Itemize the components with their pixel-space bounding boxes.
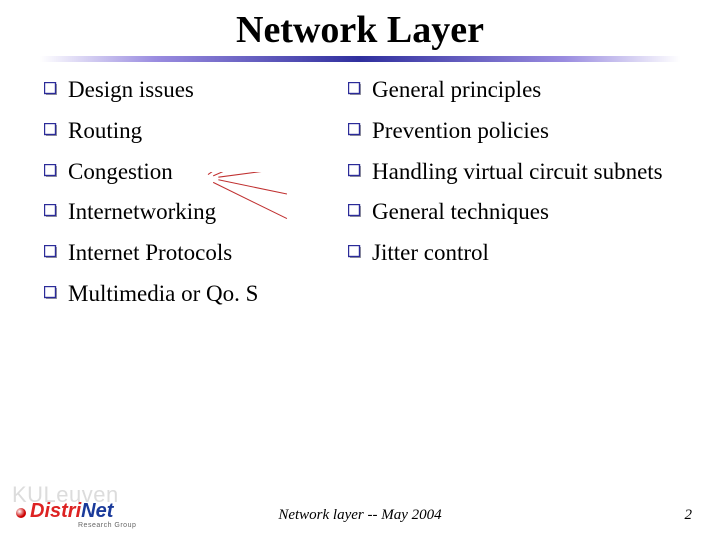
list-item-label: Internet Protocols [68, 239, 232, 268]
list-item-label: General principles [372, 76, 541, 105]
slide: Network Layer Design issues Routing Cong… [0, 0, 720, 540]
list-item-label: Handling virtual circuit subnets [372, 158, 663, 187]
list-item: General principles [348, 76, 708, 105]
list-item: Multimedia or Qo. S [44, 280, 334, 309]
square-bullet-icon [44, 123, 58, 137]
square-bullet-icon [44, 204, 58, 218]
list-item: Jitter control [348, 239, 708, 268]
list-item: Internetworking [44, 198, 334, 227]
list-item: General techniques [348, 198, 708, 227]
list-item-label: Congestion [68, 158, 173, 187]
square-bullet-icon [44, 164, 58, 178]
slide-title: Network Layer [0, 0, 720, 56]
square-bullet-icon [348, 164, 362, 178]
list-item-label: Internetworking [68, 198, 216, 227]
square-bullet-icon [348, 204, 362, 218]
list-item-label: Prevention policies [372, 117, 549, 146]
list-item: Internet Protocols [44, 239, 334, 268]
list-item: Congestion [44, 158, 334, 187]
list-item-label: Jitter control [372, 239, 489, 268]
list-item-label: General techniques [372, 198, 549, 227]
page-number: 2 [685, 507, 693, 524]
list-item: Design issues [44, 76, 334, 105]
footer: Network layer -- May 2004 2 [0, 500, 720, 530]
right-column: General principles Prevention policies H… [348, 76, 708, 280]
square-bullet-icon [44, 286, 58, 300]
footer-text: Network layer -- May 2004 [0, 507, 720, 524]
list-item-label: Routing [68, 117, 142, 146]
title-underline [40, 56, 680, 62]
list-item: Handling virtual circuit subnets [348, 158, 708, 187]
list-item: Routing [44, 117, 334, 146]
list-item: Prevention policies [348, 117, 708, 146]
square-bullet-icon [44, 82, 58, 96]
square-bullet-icon [44, 245, 58, 259]
square-bullet-icon [348, 123, 362, 137]
list-item-label: Design issues [68, 76, 194, 105]
left-column: Design issues Routing Congestion Interne… [44, 76, 334, 321]
square-bullet-icon [348, 82, 362, 96]
square-bullet-icon [348, 245, 362, 259]
list-item-label: Multimedia or Qo. S [68, 280, 258, 309]
